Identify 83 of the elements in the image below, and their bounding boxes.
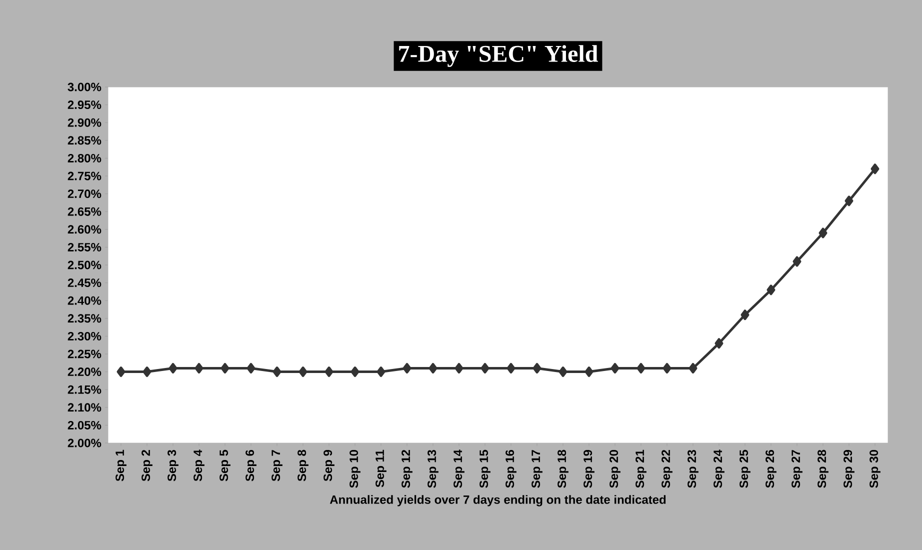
point — [194, 362, 204, 374]
x-tick-label: Sep 9 — [324, 450, 334, 482]
x-tick-label: Sep 29 — [844, 450, 854, 488]
y-tick-label: 2.75% — [68, 172, 102, 180]
x-tick-label: Sep 17 — [532, 450, 542, 488]
x-tick-label: Sep 15 — [480, 450, 490, 488]
x-tick-label: Sep 4 — [194, 450, 204, 482]
x-tick-label: Sep 24 — [714, 450, 724, 488]
point — [532, 362, 542, 374]
x-tick-label: Sep 23 — [688, 450, 698, 488]
y-tick-label: 2.05% — [68, 420, 102, 430]
point — [350, 366, 360, 378]
x-tick-label: Sep 11 — [376, 450, 386, 488]
point — [454, 362, 464, 374]
x-tick-label: Sep 6 — [246, 450, 256, 482]
y-tick-label: 2.15% — [68, 385, 102, 394]
point — [116, 366, 126, 378]
y-tick-label: 2.20% — [68, 368, 102, 376]
y-tick-label: 2.85% — [68, 136, 102, 145]
point — [740, 310, 750, 320]
y-tick-label: 2.80% — [68, 154, 102, 162]
x-tick-label: Sep 21 — [636, 450, 646, 488]
x-tick-label: Sep 7 — [272, 450, 282, 482]
point — [506, 362, 516, 374]
x-tick-label: Sep 16 — [506, 450, 516, 488]
point — [298, 366, 308, 378]
y-tick-label: 3.00% — [68, 82, 102, 92]
point — [662, 362, 672, 374]
point — [714, 338, 724, 349]
y-tick-label: 2.50% — [68, 260, 102, 270]
x-tick-label: Sep 30 — [870, 450, 880, 488]
point — [246, 362, 256, 374]
x-tick-label: Sep 26 — [766, 450, 776, 488]
point — [610, 362, 620, 374]
x-tick-label: Sep 28 — [818, 450, 828, 488]
x-tick-label: Sep 8 — [298, 450, 308, 482]
x-tick-label: Sep 22 — [662, 450, 672, 488]
point — [558, 366, 568, 378]
y-tick-label: 2.10% — [68, 403, 102, 412]
point — [818, 228, 828, 238]
y-tick-label: 2.00% — [68, 438, 102, 448]
y-tick-label: 2.65% — [68, 207, 102, 216]
y-tick-label: 2.30% — [68, 332, 102, 340]
point — [168, 362, 178, 374]
point — [220, 362, 230, 374]
point — [376, 366, 386, 378]
x-tick-label: Sep 13 — [428, 450, 438, 488]
point — [792, 256, 802, 267]
point — [402, 362, 412, 374]
y-tick-label: 2.95% — [68, 100, 102, 110]
x-axis-title: Annualized yields over 7 days ending on the date indicated — [330, 495, 666, 506]
chart-title: 7-Day "SEC" Yield — [399, 45, 598, 67]
point — [272, 366, 282, 378]
x-tick-label: Sep 12 — [402, 450, 412, 488]
point — [428, 362, 438, 374]
y-tick-label: 2.60% — [68, 225, 102, 234]
point — [324, 366, 334, 378]
point — [688, 362, 698, 374]
y-tick-label: 2.35% — [68, 314, 102, 323]
y-tick-label: 2.40% — [68, 296, 102, 305]
y-tick-label: 2.45% — [68, 278, 102, 288]
x-tick-label: Sep 14 — [454, 450, 464, 488]
x-tick-label: Sep 19 — [584, 450, 594, 488]
x-tick-label: Sep 3 — [168, 450, 178, 482]
x-tick-label: Sep 18 — [558, 450, 568, 488]
x-tick-label: Sep 20 — [610, 450, 620, 488]
y-tick-label: 2.90% — [68, 118, 102, 127]
point — [870, 164, 880, 174]
x-tick-label: Sep 10 — [350, 450, 360, 488]
point — [766, 284, 776, 296]
point — [636, 362, 646, 374]
point — [844, 196, 854, 206]
point — [480, 362, 490, 374]
x-tick-label: Sep 2 — [142, 450, 152, 482]
point — [584, 366, 594, 378]
y-tick-label: 2.55% — [68, 242, 102, 252]
x-tick-label: Sep 1 — [116, 450, 126, 482]
y-tick-label: 2.70% — [68, 190, 102, 198]
y-tick-label: 2.25% — [68, 350, 102, 358]
x-tick-label: Sep 5 — [220, 450, 230, 482]
x-tick-label: Sep 27 — [792, 450, 802, 488]
x-tick-label: Sep 25 — [740, 450, 750, 488]
point — [142, 366, 152, 378]
